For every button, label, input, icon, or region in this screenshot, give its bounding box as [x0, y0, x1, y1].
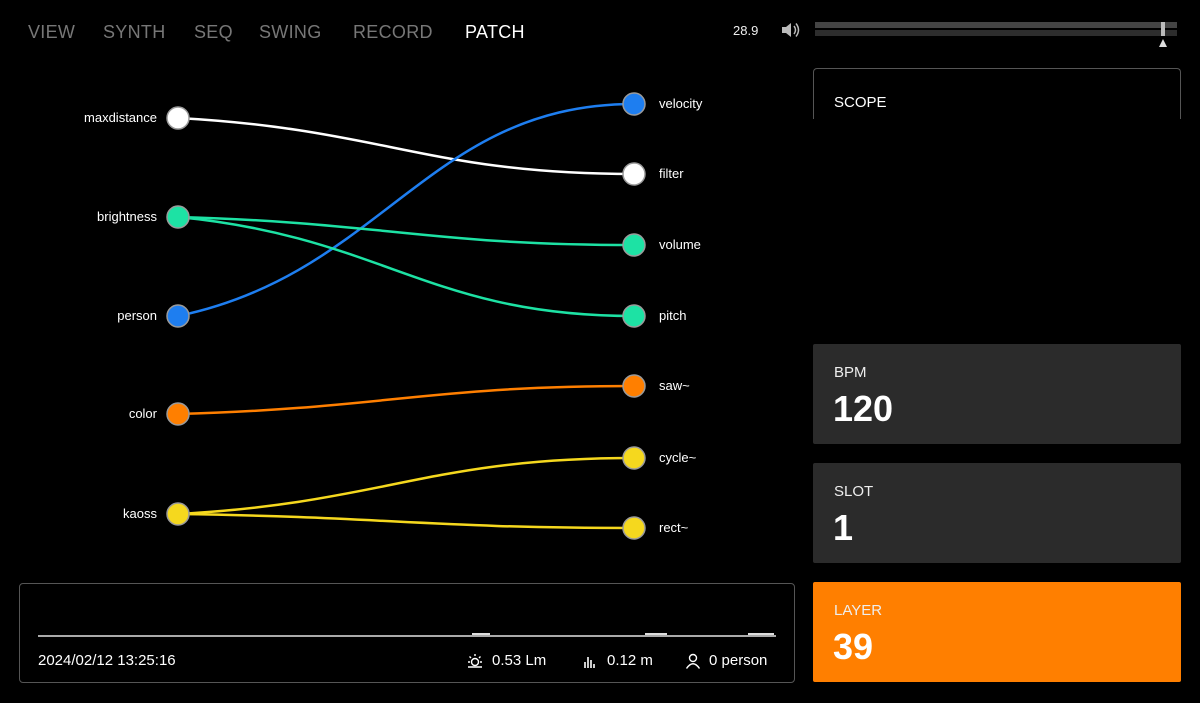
bpm-value: 120 [833, 388, 894, 429]
header-value: 28.9 [733, 23, 759, 38]
output-jack[interactable] [622, 374, 646, 398]
scope-label: SCOPE [834, 94, 887, 111]
patch-area: maxdistance brightness person color kaoss vel… [0, 60, 800, 560]
activity-baseline [38, 635, 776, 637]
output-jack[interactable] [622, 446, 646, 470]
slot-label: SLOT [834, 483, 874, 500]
tab-swing[interactable]: SWING [259, 22, 322, 42]
input-jack[interactable] [166, 502, 190, 526]
patch-cable[interactable] [177, 215, 635, 247]
output-label: filter [659, 166, 684, 181]
volume-slider-marker [1159, 39, 1167, 47]
output-label: saw~ [659, 378, 690, 393]
patch-cable[interactable] [177, 456, 635, 516]
person-icon [685, 653, 701, 669]
input-jack[interactable] [166, 402, 190, 426]
patch-cable[interactable] [177, 512, 635, 530]
slot-value: 1 [833, 507, 854, 548]
patch-cables [166, 92, 646, 540]
patch-cable[interactable] [177, 215, 635, 318]
input-label: kaoss [123, 506, 157, 521]
volume-slider-track [815, 22, 1177, 28]
status-panel: 2024/02/12 13:25:16 0.53 Lm 0.12 m 0 per… [19, 583, 795, 683]
input-jack[interactable] [166, 205, 190, 229]
output-jack[interactable] [622, 304, 646, 328]
patch-cable[interactable] [177, 384, 635, 416]
volume-slider-track-secondary [815, 30, 1177, 36]
sun-icon [468, 653, 482, 668]
datetime-text: 2024/02/12 13:25:16 [38, 652, 176, 669]
activity-blip [645, 633, 667, 635]
output-label: volume [659, 237, 701, 252]
slot-card[interactable]: SLOT 1 [813, 463, 1181, 563]
input-label: person [117, 308, 157, 323]
activity-blip [748, 633, 774, 635]
person-text: 0 person [709, 652, 768, 669]
layer-label: LAYER [834, 602, 883, 619]
input-label: brightness [97, 209, 157, 224]
input-label: maxdistance [84, 110, 157, 125]
output-jack[interactable] [622, 162, 646, 186]
distance-text: 0.12 m [607, 652, 653, 669]
tab-patch[interactable]: PATCH [465, 22, 525, 42]
speaker-icon[interactable] [780, 20, 804, 40]
bpm-label: BPM [834, 364, 867, 381]
output-jack[interactable] [622, 516, 646, 540]
activity-blip [472, 633, 490, 635]
volume-slider-thumb[interactable] [1161, 22, 1165, 36]
input-jack[interactable] [166, 106, 190, 130]
output-label: rect~ [659, 520, 689, 535]
brightness-stat: 0.53 Lm [466, 652, 546, 669]
layer-card[interactable]: LAYER 39 [813, 582, 1181, 682]
output-jack[interactable] [622, 233, 646, 257]
bars-icon [584, 656, 595, 668]
bpm-card[interactable]: BPM 120 [813, 344, 1181, 444]
tab-synth[interactable]: SYNTH [103, 22, 166, 42]
person-stat: 0 person [685, 652, 767, 669]
output-label: cycle~ [659, 450, 697, 465]
output-jack[interactable] [622, 92, 646, 116]
input-label: color [128, 406, 157, 421]
output-label: velocity [659, 96, 703, 111]
volume-slider[interactable] [815, 22, 1177, 47]
scope-panel: SCOPE [813, 68, 1181, 119]
patch-cable[interactable] [177, 102, 635, 318]
output-label: pitch [659, 308, 687, 323]
tab-record[interactable]: RECORD [353, 22, 433, 42]
tab-seq[interactable]: SEQ [194, 22, 233, 42]
distance-stat: 0.12 m [583, 652, 653, 669]
layer-value: 39 [833, 626, 874, 667]
input-jack[interactable] [166, 304, 190, 328]
tab-view[interactable]: VIEW [28, 22, 76, 42]
brightness-text: 0.53 Lm [492, 652, 547, 669]
patch-cable[interactable] [177, 116, 635, 176]
